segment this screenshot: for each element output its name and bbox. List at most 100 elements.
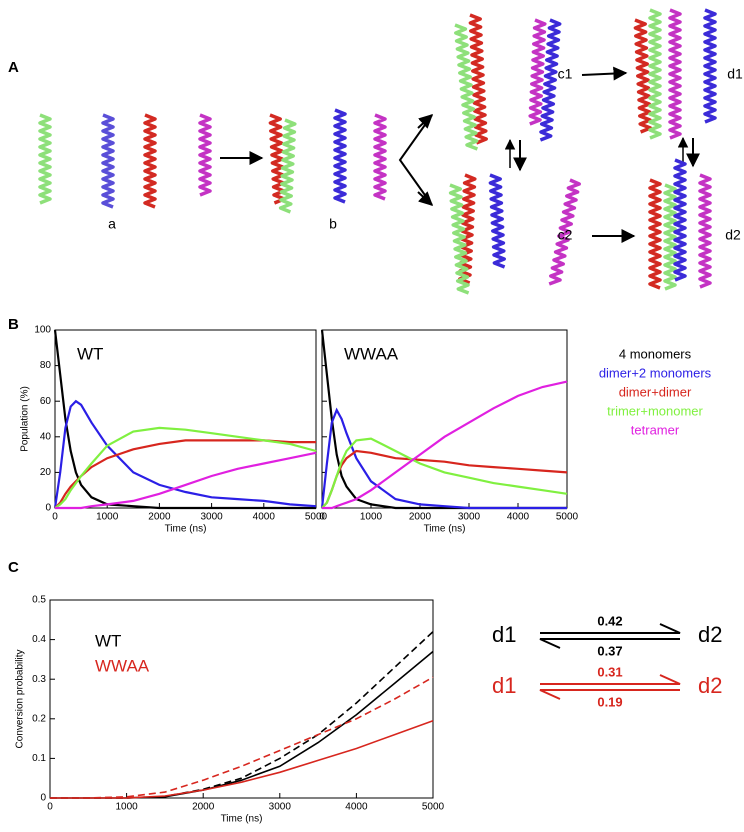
x-tick-label: 3000 <box>200 512 223 523</box>
y-tick-label: 0.4 <box>32 634 46 645</box>
rate-arrow <box>540 674 681 685</box>
series-line <box>321 437 568 509</box>
x-tick-label: 0 <box>319 512 325 523</box>
series-line <box>50 720 434 799</box>
state-label: d2 <box>698 673 722 698</box>
helix <box>633 18 653 134</box>
series-line <box>54 439 316 509</box>
x-tick-label: 5000 <box>305 512 328 523</box>
helix <box>673 158 687 282</box>
y-tick-label: 20 <box>40 467 52 478</box>
x-tick-label: 1000 <box>96 512 119 523</box>
series-line <box>50 676 434 799</box>
y-tick-label: 0.3 <box>32 674 46 685</box>
series-line <box>55 451 317 510</box>
y-tick-label: 60 <box>40 396 52 407</box>
rate-arrow <box>540 623 681 634</box>
x-axis-label: Time (ns) <box>221 814 263 825</box>
x-tick-label: 4000 <box>507 512 530 523</box>
legend-label: WT <box>95 631 121 650</box>
x-tick-label: 4000 <box>253 512 276 523</box>
series-line <box>320 407 567 510</box>
scheme-label: d1 <box>727 66 743 82</box>
rate-value: 0.37 <box>597 643 622 658</box>
legend-label: trimer+monomer <box>607 403 703 418</box>
y-tick-label: 40 <box>40 431 52 442</box>
annotation: WWAA <box>344 344 399 363</box>
y-tick-label: 0 <box>45 503 51 514</box>
rate-value: 0.42 <box>597 613 622 628</box>
legend-label: tetramer <box>631 422 680 437</box>
rate-arrow <box>539 689 680 700</box>
helix <box>373 113 387 201</box>
scheme-arrows <box>220 66 700 243</box>
scheme-label: a <box>108 216 116 232</box>
state-label: d2 <box>698 622 722 647</box>
helix <box>648 8 662 140</box>
helix <box>698 173 712 289</box>
helix <box>488 173 506 269</box>
helix <box>648 178 662 290</box>
helix <box>143 113 157 209</box>
legend-label: dimer+dimer <box>619 384 692 399</box>
helix <box>101 113 115 209</box>
helix <box>333 108 347 204</box>
x-axis-label: Time (ns) <box>165 524 207 535</box>
helix <box>458 173 477 285</box>
series-line <box>322 380 568 510</box>
x-tick-label: 3000 <box>458 512 481 523</box>
y-axis-label: Conversion probability <box>15 650 26 749</box>
series-line <box>50 631 434 799</box>
legend-label: dimer+2 monomers <box>599 365 712 380</box>
scheme-label: c2 <box>558 227 573 243</box>
legend-label: WWAA <box>95 656 150 675</box>
helix <box>198 113 212 197</box>
helix <box>454 23 479 151</box>
panel-label: A <box>8 59 19 76</box>
x-tick-label: 0 <box>52 512 58 523</box>
y-tick-label: 80 <box>40 360 52 371</box>
x-tick-label: 3000 <box>269 802 292 813</box>
x-tick-label: 0 <box>47 802 53 813</box>
panel-label: C <box>8 559 19 576</box>
y-tick-label: 0 <box>40 793 46 804</box>
rate-arrow <box>539 638 680 649</box>
helix <box>448 183 470 295</box>
panel-label: B <box>8 316 19 333</box>
helix <box>668 8 682 140</box>
helix <box>539 18 562 142</box>
x-tick-label: 4000 <box>345 802 368 813</box>
helix <box>703 8 717 124</box>
state-label: d1 <box>492 673 516 698</box>
helix <box>38 113 52 205</box>
series-line <box>54 426 317 509</box>
rate-value: 0.31 <box>597 664 622 679</box>
x-tick-label: 2000 <box>192 802 215 813</box>
x-tick-label: 2000 <box>409 512 432 523</box>
series-line <box>53 329 316 510</box>
helix <box>278 118 297 214</box>
state-label: d1 <box>492 622 516 647</box>
y-tick-label: 0.5 <box>32 595 46 606</box>
x-tick-label: 5000 <box>556 512 579 523</box>
x-tick-label: 1000 <box>360 512 383 523</box>
scheme-label: d2 <box>725 227 741 243</box>
x-tick-label: 5000 <box>422 802 445 813</box>
y-axis-label: Population (%) <box>20 386 31 452</box>
helix <box>528 18 547 126</box>
scheme-label: b <box>329 216 337 232</box>
series-line <box>53 399 317 509</box>
y-tick-label: 0.2 <box>32 713 46 724</box>
legend-label: 4 monomers <box>619 346 692 361</box>
helix <box>468 13 488 145</box>
scheme-label: c1 <box>558 66 573 82</box>
annotation: WT <box>77 344 103 363</box>
helix <box>663 183 677 291</box>
helix <box>548 178 581 286</box>
plot-frame <box>49 599 434 799</box>
x-tick-label: 1000 <box>115 802 138 813</box>
x-axis-label: Time (ns) <box>424 524 466 535</box>
y-tick-label: 100 <box>34 325 51 336</box>
y-tick-label: 0.1 <box>32 753 46 764</box>
